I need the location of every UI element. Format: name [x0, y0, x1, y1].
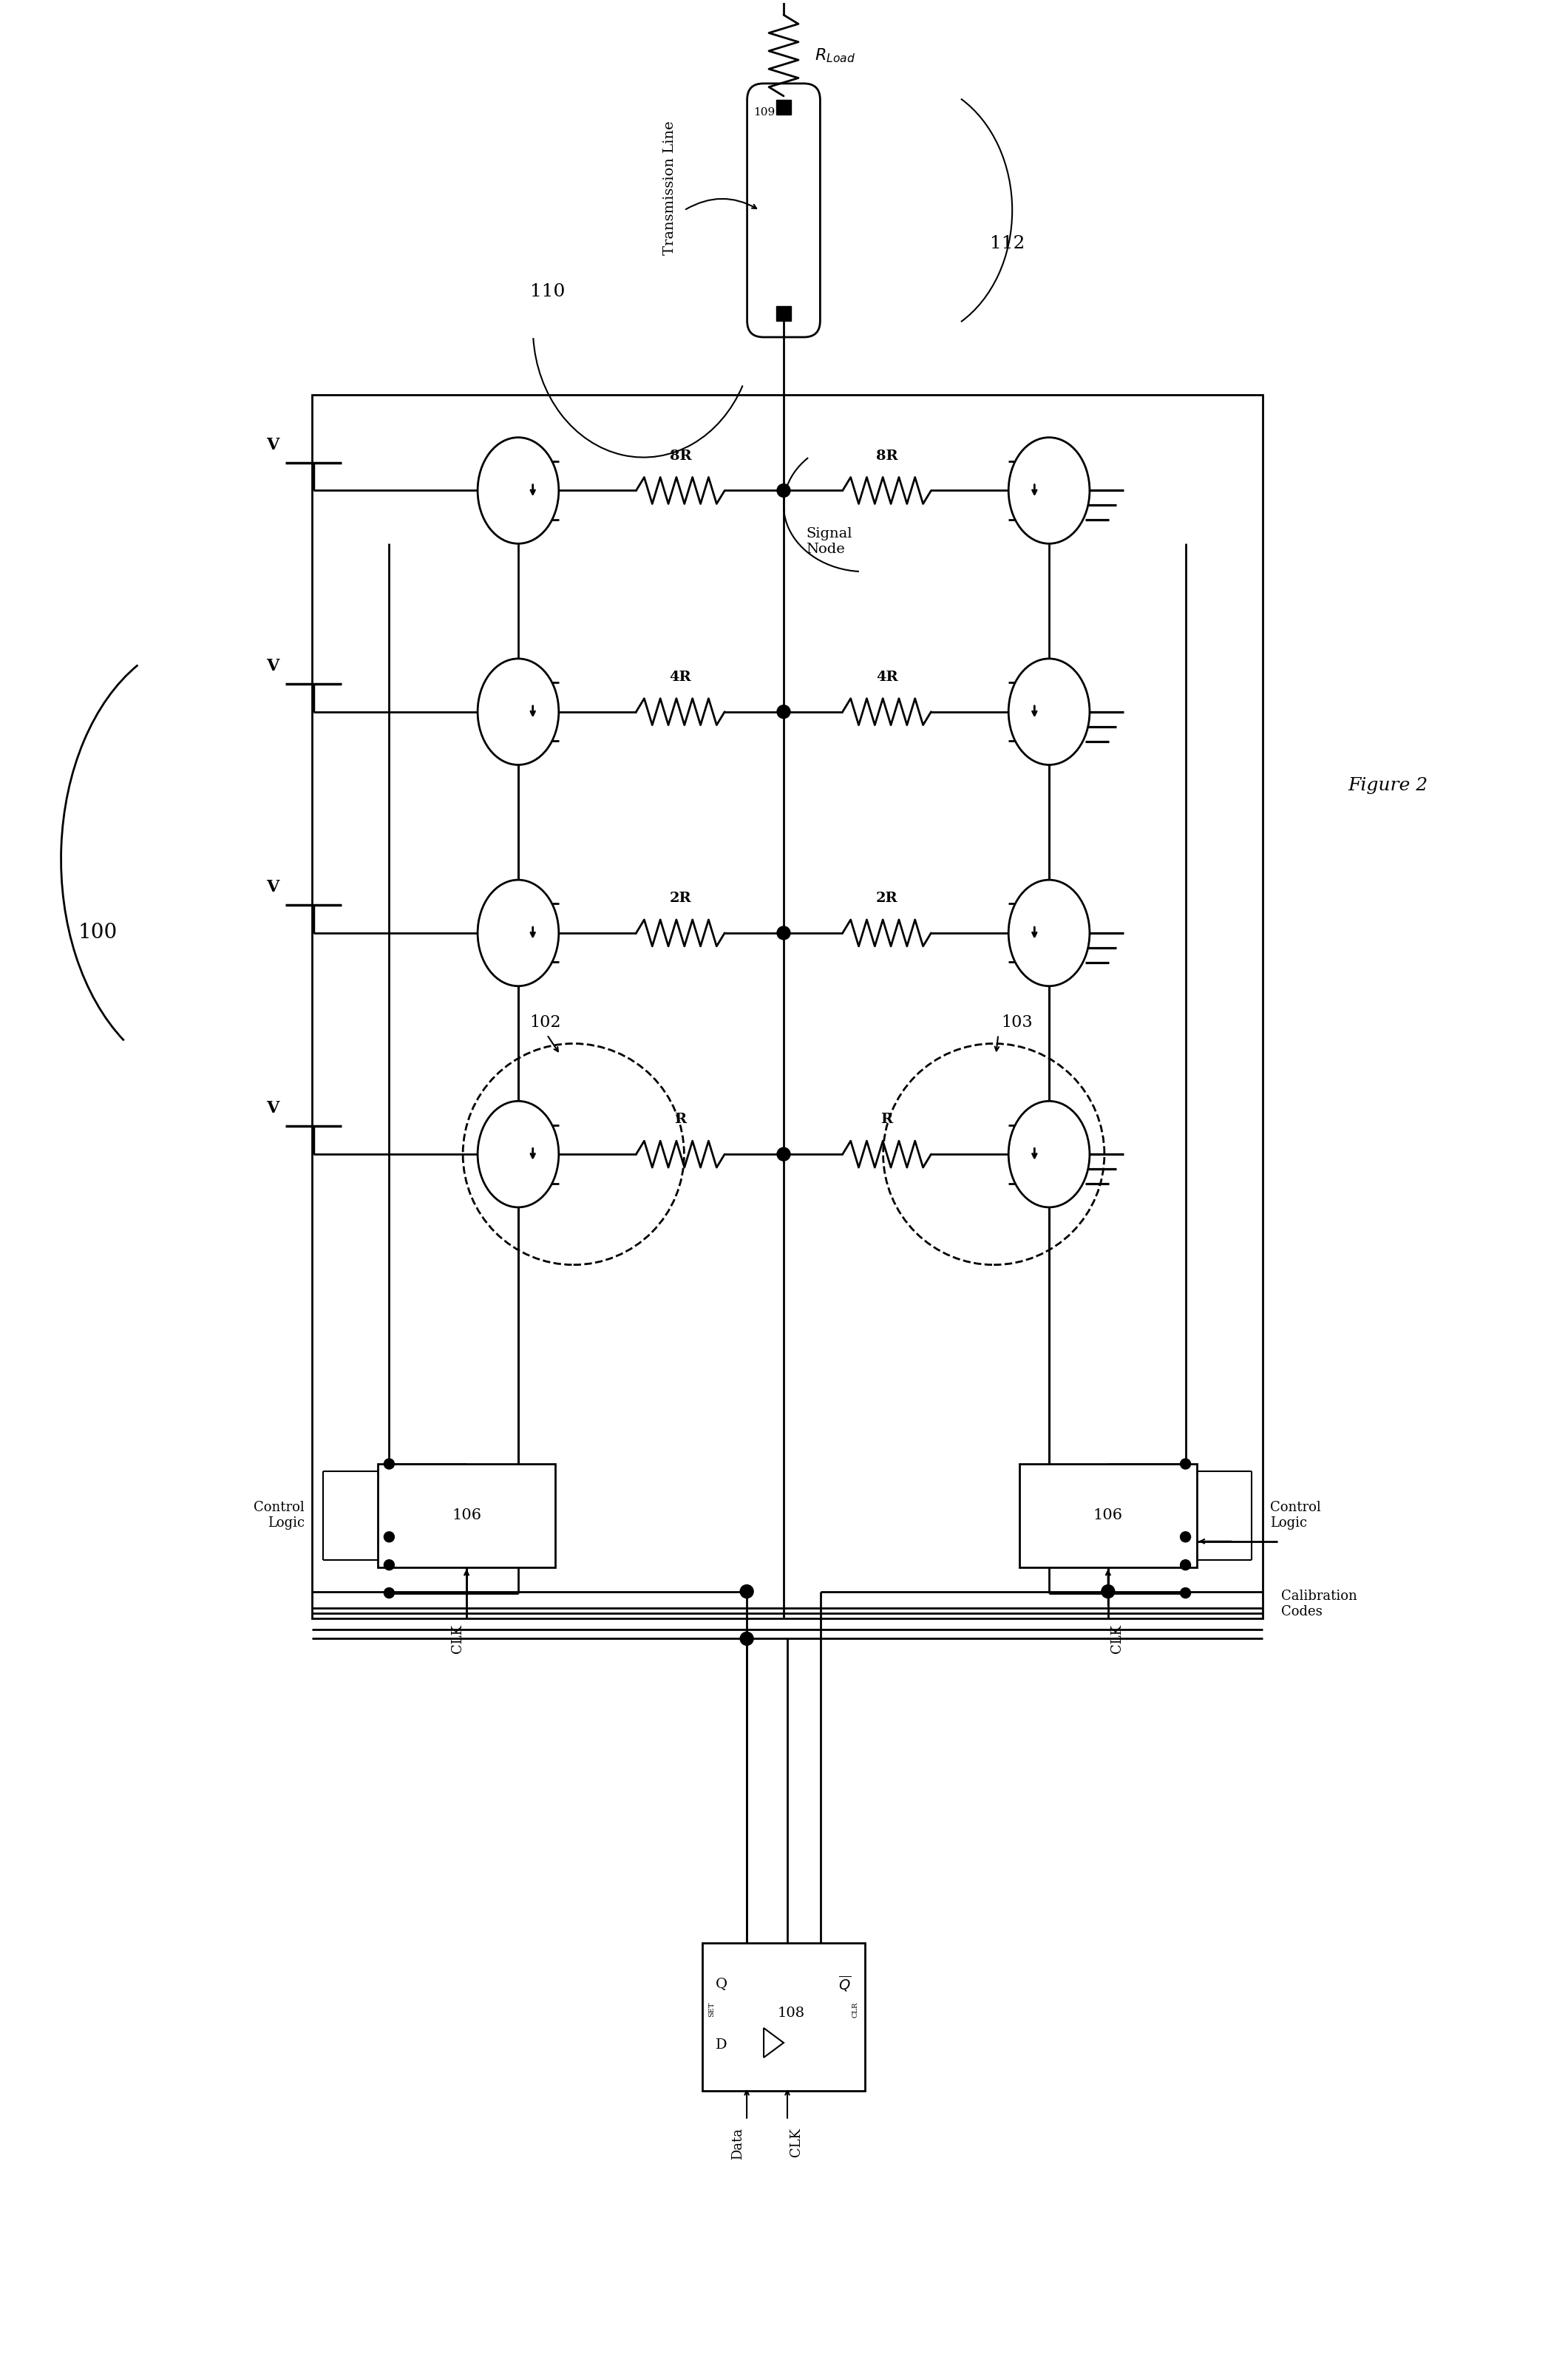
Text: V: V [267, 437, 279, 453]
Polygon shape [764, 2027, 784, 2058]
FancyBboxPatch shape [746, 83, 820, 337]
Ellipse shape [478, 1102, 558, 1208]
Text: 8R: 8R [670, 449, 691, 463]
Circle shape [1101, 1586, 1115, 1598]
Circle shape [778, 484, 790, 496]
Text: Signal
Node: Signal Node [806, 527, 851, 556]
Circle shape [384, 1531, 394, 1543]
Circle shape [1181, 1560, 1190, 1569]
Circle shape [1181, 1588, 1190, 1598]
Bar [378, 1465, 555, 1567]
Text: 106: 106 [452, 1507, 481, 1522]
Text: R: R [881, 1113, 892, 1125]
Text: 110: 110 [530, 283, 564, 299]
Text: CLK: CLK [790, 2127, 803, 2156]
Text: 2R: 2R [877, 893, 898, 904]
Bar [312, 394, 1262, 1619]
Circle shape [778, 705, 790, 719]
Text: 108: 108 [778, 2006, 804, 2020]
Circle shape [1181, 1531, 1190, 1543]
Circle shape [740, 1631, 753, 1645]
Ellipse shape [1008, 881, 1090, 985]
Ellipse shape [478, 658, 558, 764]
Text: V: V [267, 1099, 279, 1116]
Text: 102: 102 [530, 1014, 561, 1030]
Text: CLK: CLK [1110, 1624, 1124, 1652]
Text: CLR: CLR [851, 2001, 859, 2018]
Ellipse shape [1008, 1102, 1090, 1208]
Bar [1019, 1465, 1196, 1567]
Circle shape [384, 1458, 394, 1470]
Text: 106: 106 [1093, 1507, 1123, 1522]
Text: V: V [267, 658, 279, 674]
Text: Q: Q [717, 1978, 728, 1989]
Text: V: V [267, 878, 279, 895]
Text: D: D [717, 2039, 728, 2051]
Ellipse shape [1008, 658, 1090, 764]
Circle shape [778, 926, 790, 940]
Bar [702, 1944, 864, 2091]
Text: Control
Logic: Control Logic [1270, 1500, 1322, 1529]
Ellipse shape [478, 881, 558, 985]
Text: Calibration
Codes: Calibration Codes [1281, 1591, 1358, 1619]
Text: Figure 2: Figure 2 [1348, 776, 1428, 793]
Text: 103: 103 [1000, 1014, 1033, 1030]
Text: CLK: CLK [452, 1624, 464, 1652]
Text: 112: 112 [989, 235, 1025, 252]
Text: 109: 109 [753, 107, 775, 116]
Text: SET: SET [709, 2001, 715, 2018]
Text: 4R: 4R [670, 669, 691, 684]
Text: 8R: 8R [877, 449, 898, 463]
Text: R: R [674, 1113, 687, 1125]
Circle shape [384, 1588, 394, 1598]
Text: Transmission Line: Transmission Line [663, 121, 677, 256]
Bar [776, 100, 790, 114]
Text: 100: 100 [78, 923, 118, 942]
Bar [776, 306, 790, 320]
Text: 4R: 4R [877, 669, 898, 684]
Text: Control
Logic: Control Logic [254, 1500, 304, 1529]
Text: $R_{Load}$: $R_{Load}$ [815, 47, 856, 64]
Text: $\overline{Q}$: $\overline{Q}$ [839, 1975, 851, 1994]
Circle shape [740, 1586, 753, 1598]
Text: Data: Data [731, 2127, 745, 2160]
Circle shape [778, 1147, 790, 1161]
Circle shape [1181, 1458, 1190, 1470]
Text: 2R: 2R [670, 893, 691, 904]
Ellipse shape [1008, 437, 1090, 544]
Ellipse shape [478, 437, 558, 544]
Circle shape [384, 1560, 394, 1569]
